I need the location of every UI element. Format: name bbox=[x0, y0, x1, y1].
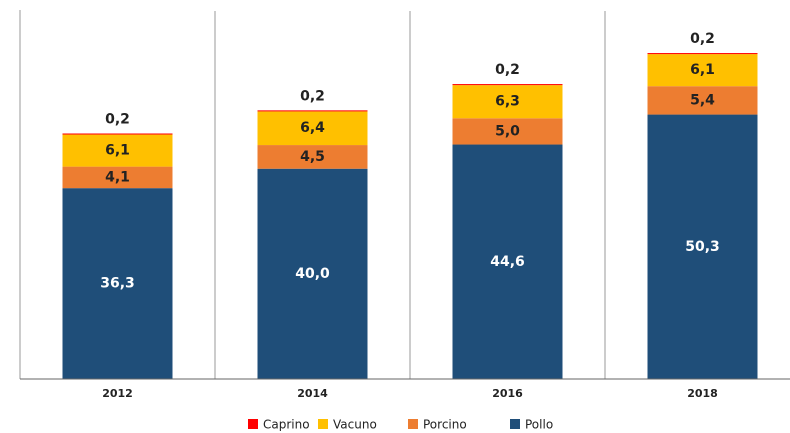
bar-segment bbox=[62, 188, 173, 379]
value-label: 44,6 bbox=[490, 254, 525, 270]
bar-segment bbox=[62, 166, 173, 189]
value-label: 40,0 bbox=[295, 266, 330, 282]
bar-segment bbox=[647, 114, 758, 380]
bar-segment bbox=[62, 133, 173, 135]
value-label: 4,5 bbox=[300, 149, 325, 165]
value-label: 0,2 bbox=[495, 62, 520, 78]
bar-segment bbox=[452, 118, 563, 145]
bar-segment bbox=[647, 53, 758, 55]
bar-segment bbox=[257, 145, 368, 169]
value-label: 36,3 bbox=[100, 276, 135, 292]
bar-segment bbox=[257, 111, 368, 146]
value-label: 6,3 bbox=[495, 94, 520, 110]
value-label: 4,1 bbox=[105, 169, 130, 185]
legend-swatch bbox=[408, 419, 418, 429]
bar-segment bbox=[647, 54, 758, 87]
legend-swatch bbox=[510, 419, 520, 429]
x-tick-label: 2016 bbox=[492, 387, 523, 400]
bar-segment bbox=[452, 84, 563, 86]
bar-segment bbox=[452, 85, 563, 119]
value-label: 6,1 bbox=[690, 62, 715, 78]
value-label: 6,1 bbox=[105, 143, 130, 159]
bar-segment bbox=[257, 168, 368, 379]
value-label: 0,2 bbox=[300, 88, 325, 104]
x-tick-label: 2014 bbox=[297, 387, 328, 400]
value-label: 50,3 bbox=[685, 239, 720, 255]
bar-segment bbox=[452, 144, 563, 379]
value-label: 0,2 bbox=[690, 31, 715, 47]
bar-segment bbox=[647, 86, 758, 115]
value-label: 0,2 bbox=[105, 111, 130, 127]
x-tick-label: 2018 bbox=[687, 387, 718, 400]
legend-label: Pollo bbox=[525, 418, 553, 432]
bar-segment bbox=[62, 134, 173, 167]
value-label: 5,0 bbox=[495, 123, 520, 139]
legend-swatch bbox=[248, 419, 258, 429]
legend-label: Vacuno bbox=[333, 418, 377, 432]
value-label: 5,4 bbox=[690, 92, 715, 108]
legend-label: Caprino bbox=[263, 418, 310, 432]
bar-segment bbox=[257, 110, 368, 112]
value-label: 6,4 bbox=[300, 120, 325, 136]
legend-label: Porcino bbox=[423, 418, 467, 432]
legend-swatch bbox=[318, 419, 328, 429]
x-tick-label: 2012 bbox=[102, 387, 133, 400]
